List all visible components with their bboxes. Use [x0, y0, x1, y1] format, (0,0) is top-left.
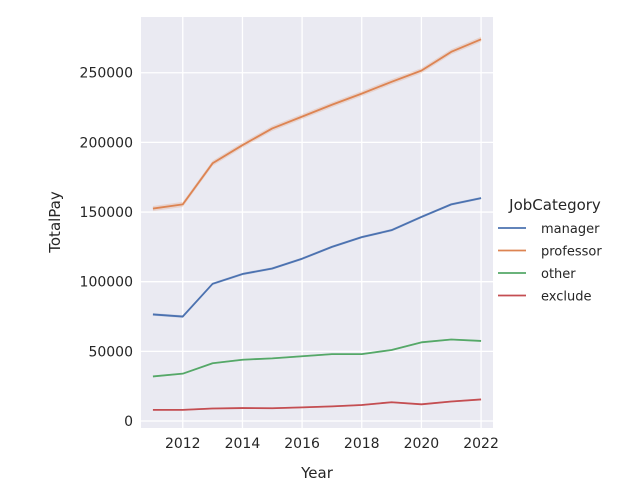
series-line-professor	[152, 38, 482, 210]
x-tick-label: 2014	[225, 436, 261, 452]
x-tick-label: 2022	[463, 436, 499, 452]
x-tick-label: 2016	[284, 436, 320, 452]
legend: JobCategory manager professor other exclude	[498, 196, 602, 305]
y-tick-label: 0	[124, 414, 133, 430]
x-tick-label: 2020	[404, 436, 440, 452]
y-tick-label: 150000	[80, 205, 133, 221]
series-line-manager	[152, 197, 482, 318]
legend-label-professor: professor	[541, 245, 602, 260]
legend-label-manager: manager	[541, 222, 600, 237]
legend-title: JobCategory	[508, 196, 601, 214]
y-tick-labels: 0 50000 100000 150000 200000 250000	[80, 66, 133, 430]
y-tick-label: 250000	[80, 66, 133, 82]
x-tick-label: 2012	[165, 436, 201, 452]
y-axis-label: TotalPay	[46, 191, 64, 254]
x-tick-label: 2018	[344, 436, 380, 452]
confidence-band-professor	[152, 36, 482, 212]
series-line-exclude	[152, 398, 482, 411]
y-tick-label: 100000	[80, 275, 133, 291]
plot-background	[141, 17, 493, 428]
series-lines	[152, 38, 482, 411]
x-axis-label: Year	[300, 464, 334, 482]
y-tick-label: 200000	[80, 135, 133, 151]
legend-label-other: other	[541, 267, 576, 282]
x-tick-labels: 2012 2014 2016 2018 2020 2022	[165, 436, 499, 452]
series-line-other	[152, 338, 482, 378]
y-tick-label: 50000	[88, 344, 133, 360]
legend-label-exclude: exclude	[541, 290, 591, 305]
